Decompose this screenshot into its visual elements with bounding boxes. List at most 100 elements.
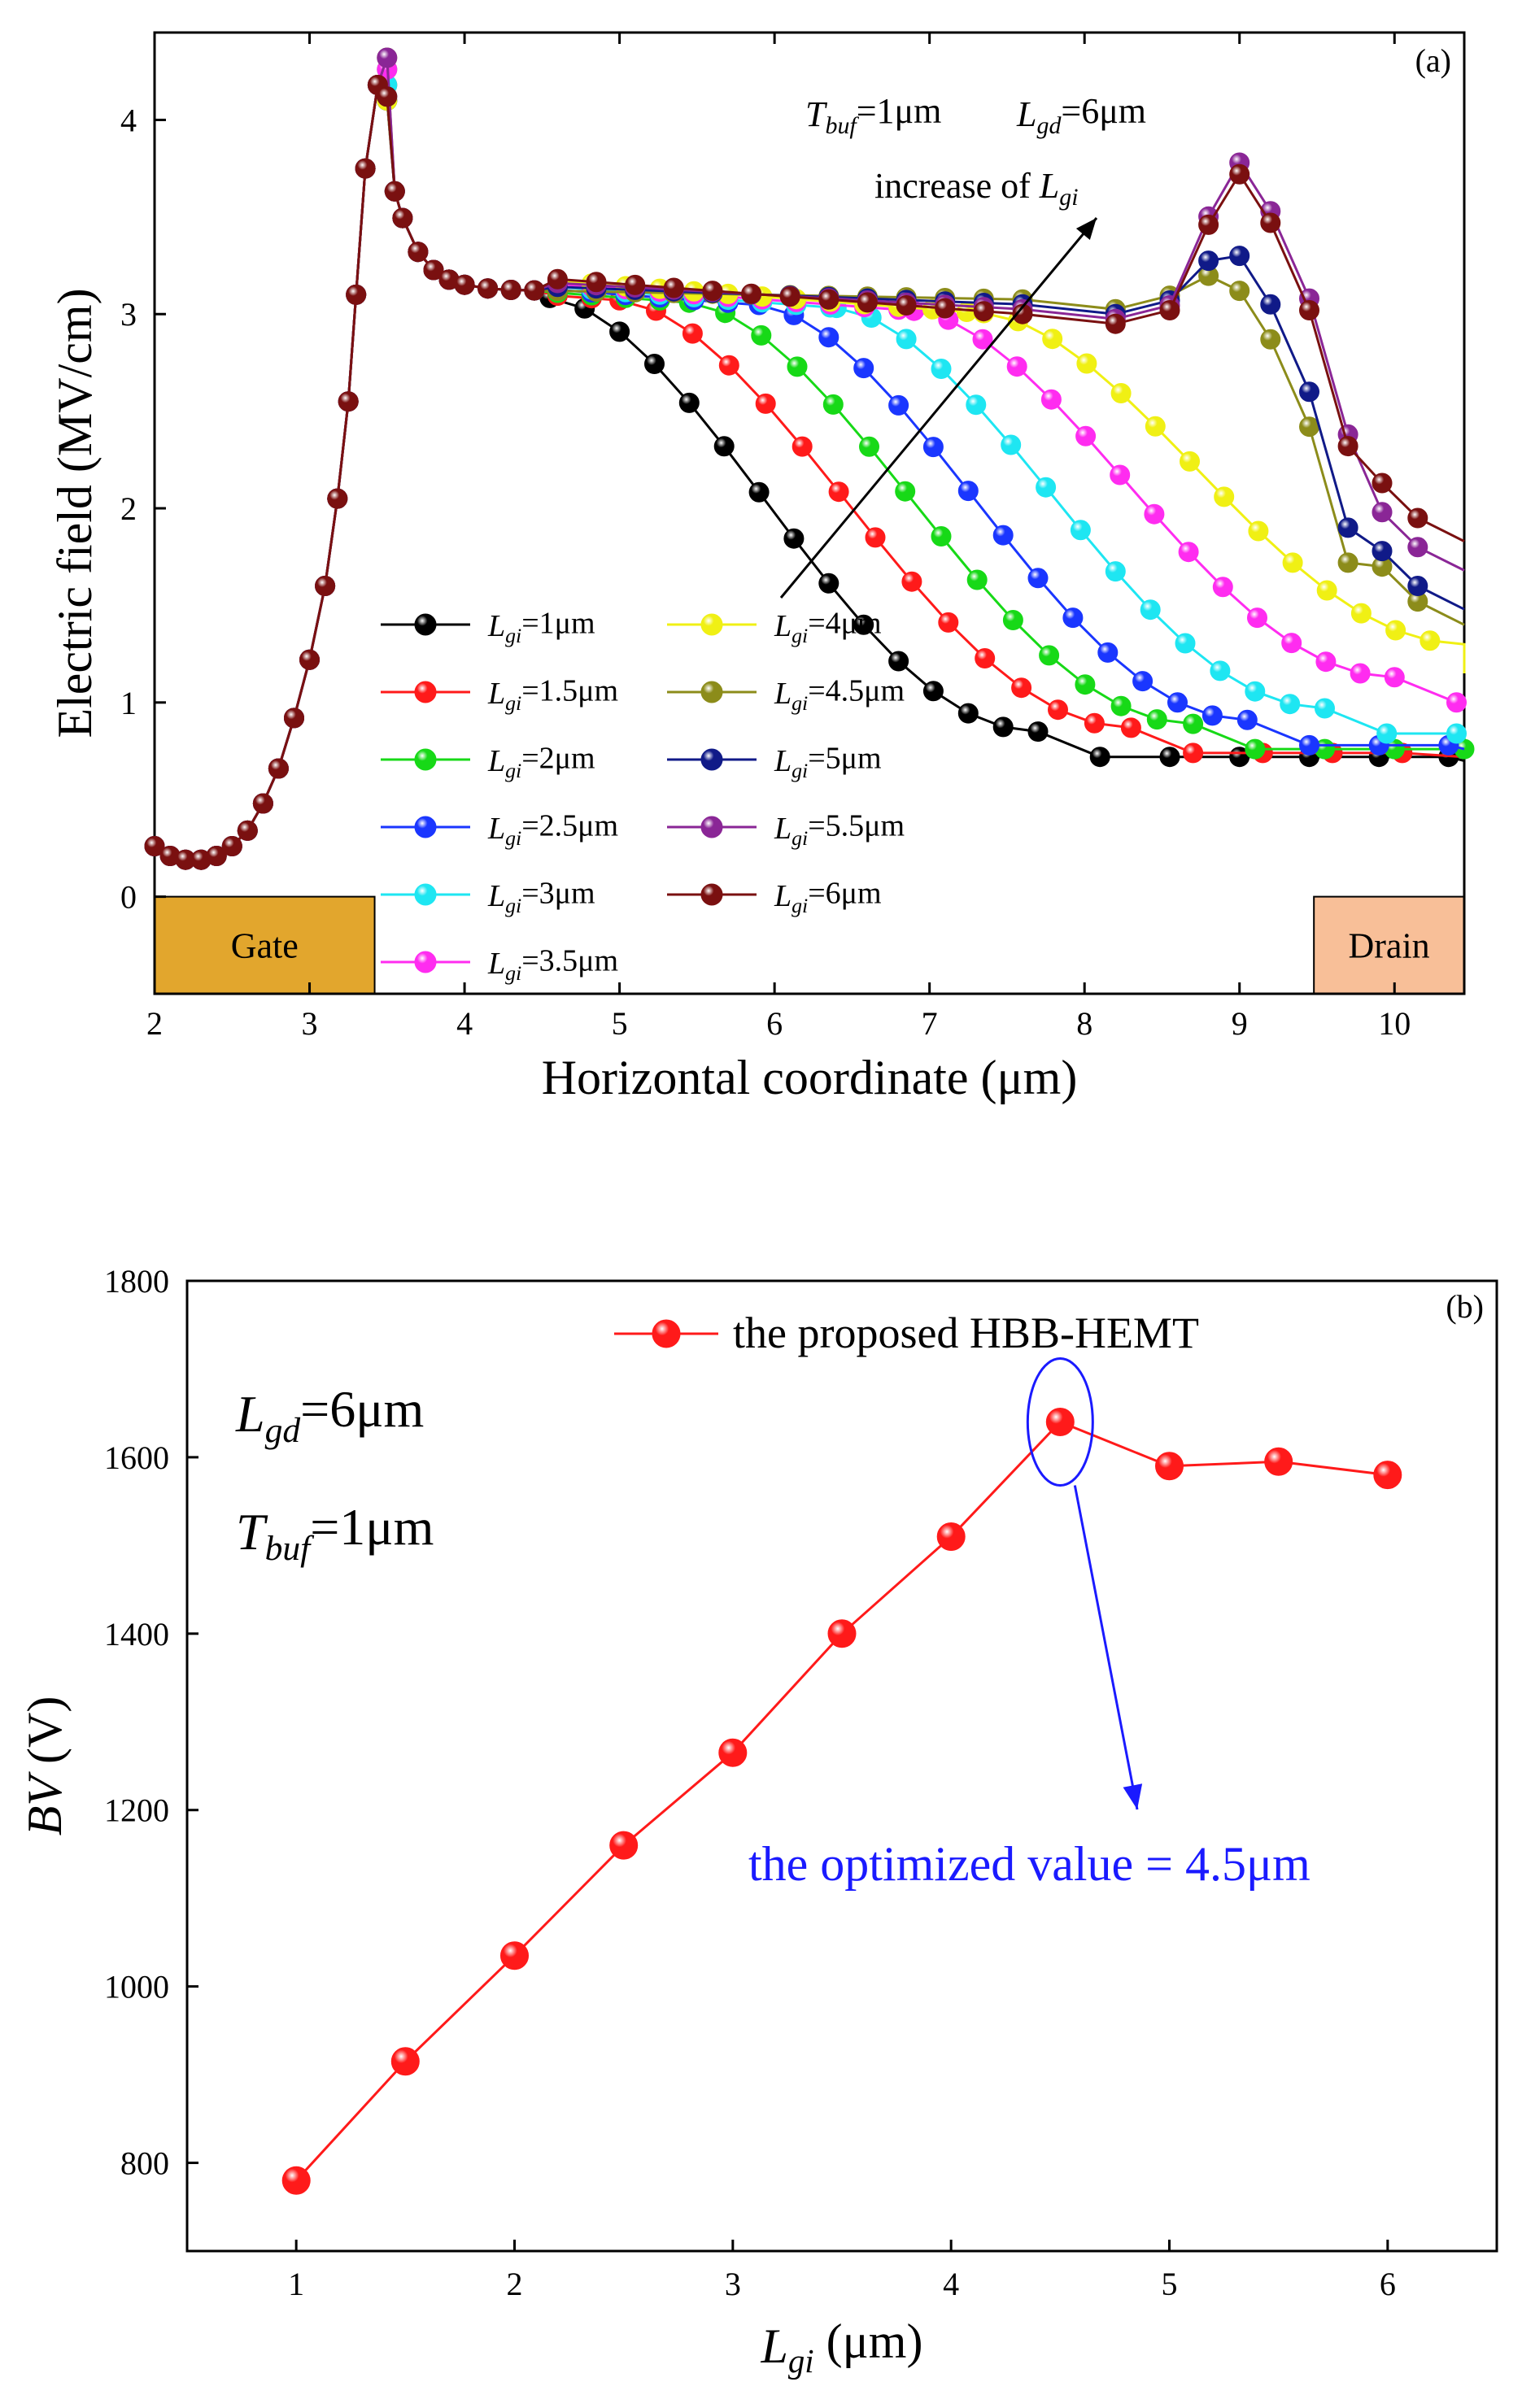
y-tick-label: 4 [120,102,137,138]
data-point [1036,477,1057,498]
bv-point [1045,1408,1075,1436]
data-point [299,649,320,670]
legend-entry-4: Lgi=3μm [381,876,595,917]
increase-arrow-head [1075,218,1097,241]
data-point [1105,561,1126,582]
data-point [1337,436,1358,457]
data-point [454,274,475,295]
annotation-increase: increase of Lgi [874,166,1079,211]
data-point [1372,472,1393,494]
data-point [1183,713,1204,734]
region-label-gate: Gate [231,925,299,965]
x-tick-label: 8 [1076,1005,1092,1042]
data-point [957,703,979,724]
data-point [1089,747,1110,768]
data-point [966,569,988,590]
legend-label: Lgi=3.5μm [487,943,618,984]
data-point [237,820,258,841]
data-point [1110,695,1132,716]
data-point [1299,300,1319,320]
legend-label: Lgi=2μm [487,741,595,782]
data-point [408,242,429,263]
data-point [972,329,993,350]
data-point [1247,607,1267,629]
legend-entry-10: Lgi=6μm [667,876,882,917]
data-point [853,614,874,635]
panel-b-frame [185,1279,1498,2253]
data-point [1002,610,1023,630]
data-point [931,359,952,379]
data-point [975,648,996,668]
data-point [713,436,735,457]
data-point [1337,517,1358,538]
data-point [1084,712,1105,734]
legend-swatch-marker [700,748,723,771]
data-point [1407,537,1428,558]
data-point [1281,633,1302,654]
data-point [1316,580,1337,601]
data-point [1260,294,1281,315]
x-tick-label: 4 [456,1005,473,1042]
data-point [1076,353,1097,374]
data-point [1144,503,1165,525]
panel-a-electric-field-chart: Gate Drain 2 3 4 5 6 7 8 9 10 0 1 2 3 4 Horizontal coord… [48,31,1475,1104]
y-tick-label: 1600 [104,1439,169,1476]
data-point [1001,434,1022,455]
data-point [1167,692,1188,713]
data-point [922,681,944,702]
legend-entry-9: Lgi=5.5μm [667,808,905,850]
data-point [315,576,336,596]
y-tick-label: 3 [120,296,137,333]
legend-swatch-marker [700,681,723,703]
x-axis-title: Horizontal coordinate (μm) [542,1051,1078,1104]
data-point [1315,698,1335,719]
data-point [252,793,273,814]
data-point [931,526,952,546]
data-point [1070,520,1091,541]
bv-point [1264,1447,1293,1476]
data-point [1407,507,1428,529]
data-point [1120,717,1141,738]
data-point [1097,642,1119,663]
data-point [1011,677,1032,699]
data-point [718,355,739,376]
data-point [206,846,227,866]
legend-swatch-marker [414,816,437,838]
data-point [822,394,844,415]
data-point [1105,313,1126,334]
data-point [1212,577,1233,598]
data-point [787,356,808,377]
legend-swatch-marker [700,613,723,636]
data-point [524,280,545,301]
legend-label: Lgi=1μm [487,606,595,647]
data-point [586,272,607,293]
data-point [748,481,770,503]
data-point [1299,381,1319,403]
data-point [609,321,630,342]
legend-entry-7: Lgi=4.5μm [667,673,905,715]
data-point [1159,300,1180,320]
series-group [144,47,1475,870]
panel-b-breakdown-voltage-chart: 1 2 3 4 5 6 800 1000 1200 1400 1600 1800 Lgi (μm) BV … [18,1263,1498,2380]
data-point [1229,281,1250,302]
data-point [327,488,348,509]
x-tick-label: 2 [507,2266,523,2302]
data-point [992,525,1014,546]
data-point [1006,356,1027,377]
data-point [1145,416,1166,437]
series-line-10 [144,75,1465,870]
legend-swatch-marker [414,613,437,636]
data-point [338,391,359,412]
legend-entry-1: Lgi=1.5μm [381,673,618,715]
data-point [702,281,723,302]
data-point [895,481,916,502]
data-point [1337,552,1358,573]
y-tick-label: 1200 [104,1792,169,1829]
data-point [818,327,839,348]
data-point [888,394,909,416]
data-point [1201,705,1223,726]
data-point [1245,681,1266,702]
data-point [859,436,879,457]
y-tick-label: 2 [120,490,137,527]
data-point [1012,303,1033,324]
